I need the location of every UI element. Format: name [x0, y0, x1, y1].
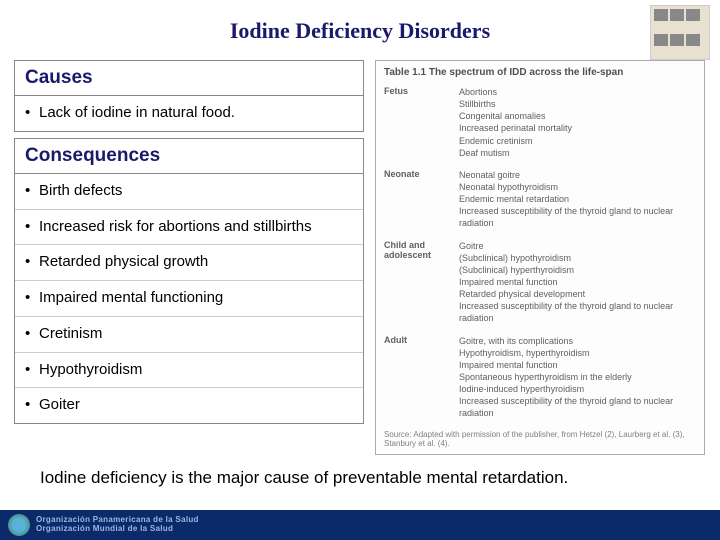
list-item: Cretinism — [15, 316, 363, 352]
paho-logo-icon — [8, 514, 30, 536]
table-effects: AbortionsStillbirthsCongenital anomalies… — [459, 86, 696, 159]
causes-header: Causes — [15, 61, 363, 96]
list-item: Impaired mental functioning — [15, 280, 363, 316]
table-group: NeonateNeonatal goitreNeonatal hypothyro… — [384, 169, 696, 230]
left-column: Causes Lack of iodine in natural food. C… — [14, 60, 364, 430]
idd-table: Table 1.1 The spectrum of IDD across the… — [375, 60, 705, 455]
list-item: Hypothyroidism — [15, 352, 363, 388]
list-item: Lack of iodine in natural food. — [15, 96, 363, 131]
list-item: Goiter — [15, 387, 363, 423]
footer-line2: Organización Mundial de la Salud — [36, 525, 199, 534]
top-right-logo — [650, 5, 710, 60]
list-item: Retarded physical growth — [15, 244, 363, 280]
table-source: Source: Adapted with permission of the p… — [384, 430, 696, 449]
table-group: Child and adolescentGoitre(Subclinical) … — [384, 240, 696, 325]
table-effects: Goitre, with its complicationsHypothyroi… — [459, 335, 696, 420]
table-stage: Adult — [384, 335, 459, 420]
slide-title: Iodine Deficiency Disorders — [0, 0, 720, 58]
footer-bar: Organización Panamericana de la Salud Or… — [0, 510, 720, 540]
bottom-statement: Iodine deficiency is the major cause of … — [40, 468, 700, 488]
consequences-header: Consequences — [15, 139, 363, 174]
consequences-list: Birth defectsIncreased risk for abortion… — [15, 174, 363, 423]
list-item: Increased risk for abortions and stillbi… — [15, 209, 363, 245]
causes-box: Causes Lack of iodine in natural food. — [14, 60, 364, 132]
consequences-box: Consequences Birth defectsIncreased risk… — [14, 138, 364, 424]
table-stage: Fetus — [384, 86, 459, 159]
table-stage: Neonate — [384, 169, 459, 230]
table-group: FetusAbortionsStillbirthsCongenital anom… — [384, 86, 696, 159]
list-item: Birth defects — [15, 174, 363, 209]
table-group: AdultGoitre, with its complicationsHypot… — [384, 335, 696, 420]
table-title: Table 1.1 The spectrum of IDD across the… — [384, 67, 696, 78]
table-body: FetusAbortionsStillbirthsCongenital anom… — [384, 86, 696, 420]
causes-list: Lack of iodine in natural food. — [15, 96, 363, 131]
table-effects: Goitre(Subclinical) hypothyroidism(Subcl… — [459, 240, 696, 325]
table-effects: Neonatal goitreNeonatal hypothyroidismEn… — [459, 169, 696, 230]
table-stage: Child and adolescent — [384, 240, 459, 325]
footer-text: Organización Panamericana de la Salud Or… — [36, 516, 199, 534]
